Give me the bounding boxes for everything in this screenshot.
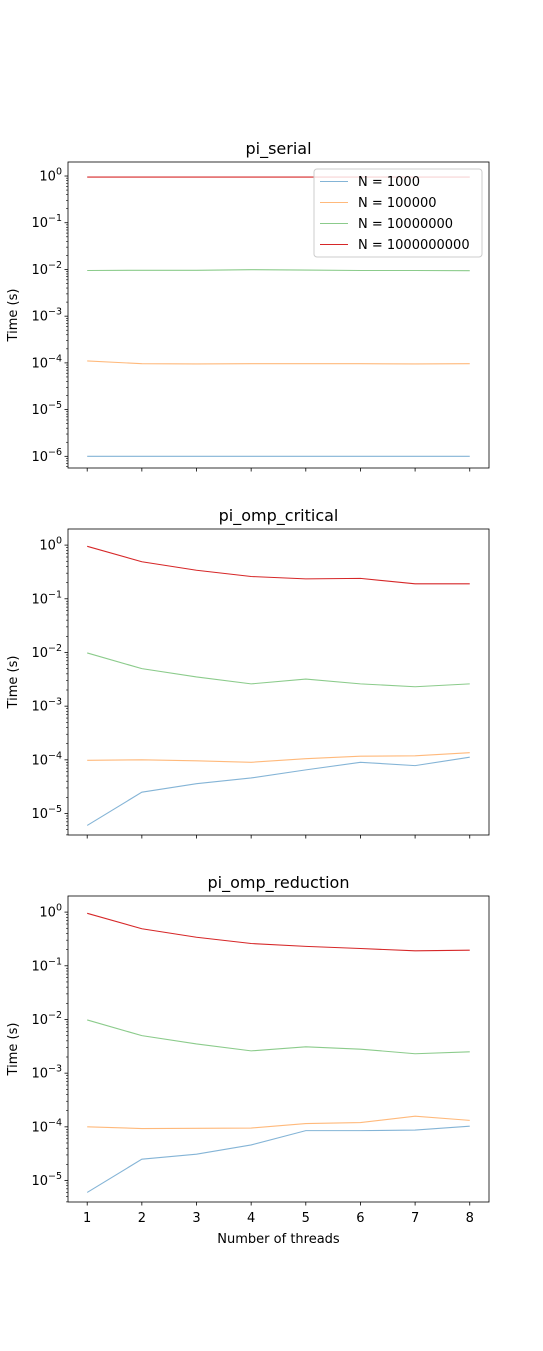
y-tick-label: 100 xyxy=(39,167,62,185)
series-line-10000000 xyxy=(87,652,470,688)
legend-box xyxy=(313,168,483,258)
y-tick-label: 10−2 xyxy=(31,643,62,661)
y-tick-label: 10−2 xyxy=(31,260,62,278)
x-tick-label: 1 xyxy=(83,1211,91,1226)
y-tick-label: 10−2 xyxy=(31,1010,62,1028)
y-tick-label: 10−1 xyxy=(31,213,62,231)
axes-frame xyxy=(67,161,490,469)
series-line-1000000000 xyxy=(87,912,470,952)
legend-label: N = 1000 xyxy=(358,175,420,190)
y-axis-label: Time (s) xyxy=(6,289,21,343)
y-tick-label: 10−4 xyxy=(31,750,62,768)
series-line-10000000 xyxy=(87,269,470,272)
axes-frame xyxy=(67,895,490,1203)
series-line-100000 xyxy=(87,360,470,365)
x-tick-label: 3 xyxy=(192,1211,200,1226)
y-tick-label: 10−3 xyxy=(31,697,62,715)
subplot-1: pi_serial Time (s) 10−6 10−5 10−4 10−3 10−2 10−… xyxy=(6,139,490,472)
x-axis-label: Number of threads xyxy=(217,1232,340,1247)
y-tick-label: 10−6 xyxy=(31,447,62,465)
axes-frame xyxy=(67,528,490,836)
y-tick-label: 10−1 xyxy=(31,956,62,974)
series-line-1000 xyxy=(86,756,470,826)
y-tick-label: 10−1 xyxy=(31,589,62,607)
y-tick-label: 10−5 xyxy=(31,1171,62,1189)
x-tick-label: 7 xyxy=(411,1211,419,1226)
subplot-3: pi_omp_reduction Time (s) 10−5 10−4 10−3 10−2… xyxy=(6,873,490,1247)
series-line-100000 xyxy=(87,752,470,763)
legend-label: N = 100000 xyxy=(358,196,437,211)
y-tick-label: 100 xyxy=(39,903,62,921)
series-line-100000 xyxy=(87,1115,470,1130)
y-tick-label: 10−4 xyxy=(31,353,62,371)
legend-label: N = 1000000000 xyxy=(358,238,470,253)
series-line-1000 xyxy=(86,1125,470,1193)
x-tick-label: 6 xyxy=(356,1211,364,1226)
y-tick-label: 10−3 xyxy=(31,1064,62,1082)
y-axis-label: Time (s) xyxy=(6,1023,21,1077)
x-tick-label: 2 xyxy=(138,1211,146,1226)
y-axis-label: Time (s) xyxy=(6,656,21,710)
y-tick-label: 10−5 xyxy=(31,804,62,822)
subplot-2: pi_omp_critical Time (s) 10−5 10−4 10−3 10−2 1… xyxy=(6,506,490,839)
subplot-title: pi_omp_reduction xyxy=(208,873,350,893)
series-line-1000000000 xyxy=(87,545,470,585)
x-tick-label: 5 xyxy=(302,1211,310,1226)
y-tick-label: 10−3 xyxy=(31,307,62,325)
subplot-title: pi_omp_critical xyxy=(219,506,339,526)
x-tick-label: 4 xyxy=(247,1211,255,1226)
subplot-title: pi_serial xyxy=(245,139,311,159)
y-tick-label: 100 xyxy=(39,536,62,554)
y-tick-label: 10−4 xyxy=(31,1117,62,1135)
x-tick-label: 8 xyxy=(466,1211,474,1226)
series-line-10000000 xyxy=(87,1019,470,1055)
legend-label: N = 10000000 xyxy=(358,217,453,232)
y-tick-label: 10−5 xyxy=(31,400,62,418)
